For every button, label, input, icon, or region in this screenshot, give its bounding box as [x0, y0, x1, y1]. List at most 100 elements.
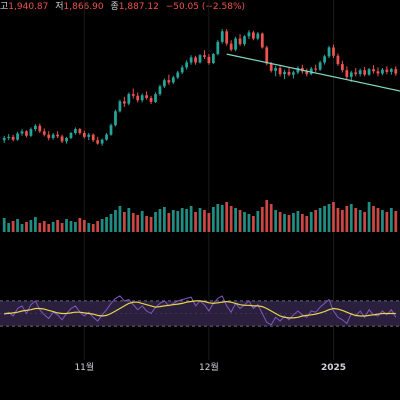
candle-body	[389, 69, 393, 72]
candle-body	[163, 80, 166, 87]
candle-body	[185, 62, 189, 68]
candle-body	[96, 140, 100, 144]
volume-bar	[341, 210, 344, 232]
low-label: 저	[55, 2, 64, 12]
volume-bar	[180, 208, 184, 232]
volume-bar	[345, 206, 349, 232]
candle-body	[25, 131, 28, 136]
volume-bar	[296, 211, 300, 232]
candle-body	[341, 64, 344, 71]
candle-body	[318, 62, 322, 70]
volume-bar	[65, 219, 68, 232]
candle-body	[296, 68, 300, 73]
volume-bar	[211, 207, 215, 232]
volume-bar	[336, 208, 340, 232]
candle-body	[82, 133, 86, 137]
volume-bar	[269, 204, 273, 232]
x-axis: 11월 12월 2025	[74, 361, 346, 373]
volume-bar	[69, 221, 73, 232]
volume-bar	[394, 211, 398, 232]
candle-body	[207, 56, 211, 63]
candle-body	[394, 69, 398, 74]
volume-bar	[327, 204, 331, 232]
volume-bars	[2, 200, 398, 232]
volume-bar	[247, 214, 251, 232]
candle-body	[252, 32, 255, 39]
candle-body	[145, 95, 148, 98]
volume-bar	[105, 217, 108, 232]
volume-bar	[305, 216, 309, 232]
volume-bar	[358, 210, 362, 232]
volume-bar	[145, 216, 148, 232]
candle-body	[220, 31, 224, 42]
volume-bar	[220, 205, 224, 232]
volume-bar	[118, 206, 122, 232]
candle-body	[309, 68, 313, 75]
candle-body	[100, 139, 104, 144]
candle-body	[114, 111, 117, 126]
volume-bar	[203, 210, 206, 232]
candle-body	[349, 72, 353, 77]
volume-bar	[225, 202, 229, 232]
candle-body	[171, 77, 175, 83]
volume-bar	[349, 204, 353, 232]
high-label: 고	[0, 2, 9, 12]
candle-body	[131, 94, 135, 96]
candle-body	[287, 71, 291, 75]
candle-body	[51, 134, 55, 138]
change-value: −50.05 (−2.58%)	[165, 2, 246, 12]
candle-body	[65, 138, 68, 142]
candle-body	[256, 33, 260, 39]
close-label: 종	[110, 2, 119, 12]
volume-bar	[274, 210, 278, 232]
candle-body	[7, 136, 11, 138]
volume-bar	[260, 207, 264, 232]
volume-bar	[300, 214, 304, 232]
candle-body	[385, 69, 389, 72]
candle-body	[332, 47, 335, 56]
trendline[interactable]	[226, 53, 400, 96]
volume-bar	[194, 212, 197, 232]
volume-bar	[78, 218, 82, 232]
candle-body	[336, 55, 340, 65]
candle-body	[265, 47, 269, 64]
x-tick-label: 2025	[321, 363, 346, 373]
volume-bar	[323, 206, 326, 232]
candle-body	[278, 68, 282, 75]
candle-body	[127, 94, 131, 104]
candles	[2, 29, 398, 146]
candle-body	[105, 134, 108, 140]
candle-body	[11, 136, 15, 140]
candle-body	[78, 129, 82, 133]
candle-body	[247, 32, 251, 37]
candle-body	[176, 72, 180, 78]
close-value: 1,887.12	[118, 2, 159, 12]
candle-body	[358, 70, 362, 75]
candle-body	[363, 70, 367, 75]
x-tick-label: 12월	[199, 361, 219, 373]
volume-bar	[11, 221, 15, 232]
volume-bar	[385, 212, 389, 232]
volume-bar	[25, 222, 28, 232]
volume-bar	[149, 217, 153, 232]
candle-body	[260, 33, 264, 48]
volume-bar	[16, 219, 19, 232]
volume-bar	[122, 212, 126, 232]
volume-bar	[42, 221, 46, 232]
volume-bar	[198, 208, 202, 232]
candle-body	[194, 57, 197, 63]
candle-body	[292, 72, 295, 75]
volume-bar	[91, 224, 95, 232]
trendline-group[interactable]	[226, 53, 400, 96]
candle-body	[189, 57, 193, 63]
volume-bar	[185, 209, 189, 232]
candle-body	[314, 68, 318, 70]
volume-bar	[176, 211, 180, 232]
candle-body	[354, 72, 358, 75]
volume-bar	[56, 220, 59, 232]
candle-body	[140, 95, 144, 101]
candle-body	[118, 101, 122, 112]
volume-bar	[265, 200, 269, 232]
candle-body	[91, 134, 95, 141]
